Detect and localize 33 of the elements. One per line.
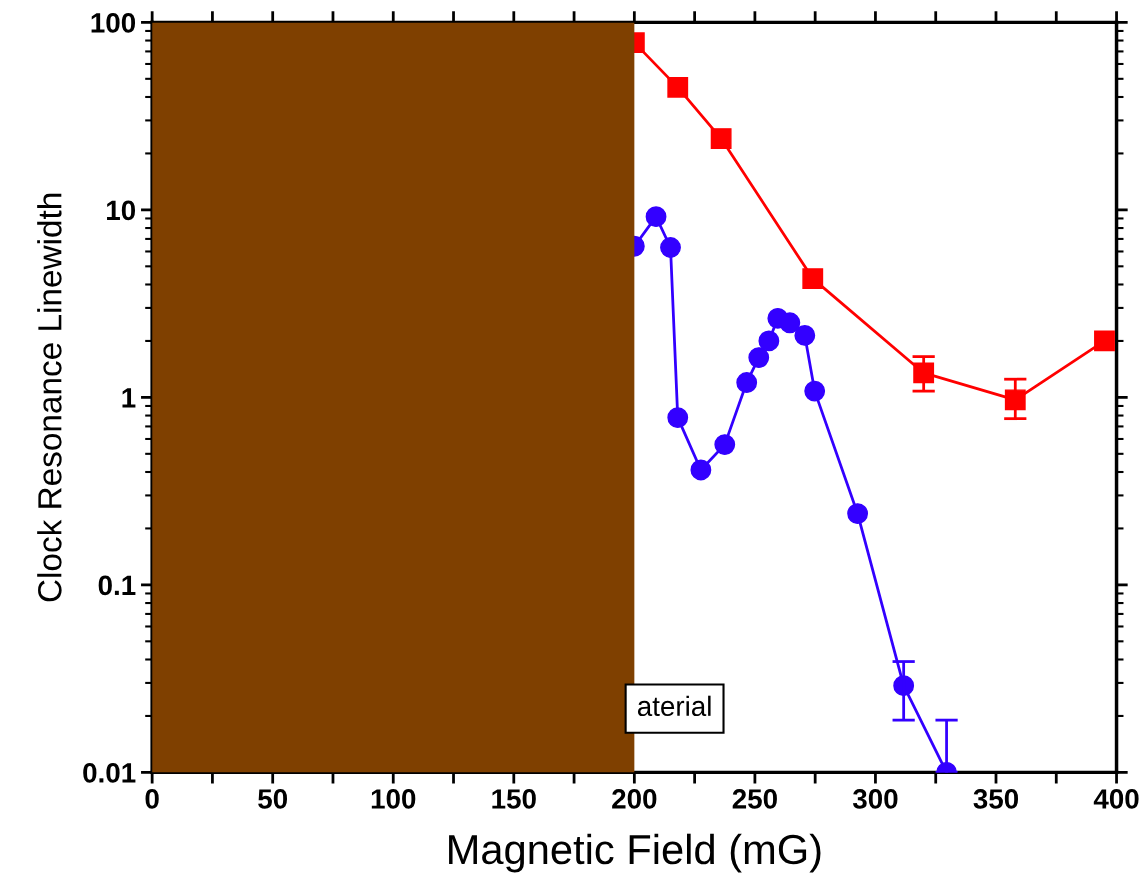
point <box>794 325 816 346</box>
y-tick-label: 0.1 <box>98 575 136 596</box>
point <box>804 380 826 402</box>
point <box>779 312 801 334</box>
point <box>758 330 780 352</box>
y-axis-title: Clock Resonance Linewidth <box>37 193 62 602</box>
point <box>714 434 736 456</box>
x-tick-label: 400 <box>1093 789 1139 809</box>
annotation: aterial <box>637 695 711 717</box>
point <box>802 268 824 290</box>
x-tick-label: 350 <box>973 789 1019 809</box>
y-tick-label: 100 <box>91 13 136 33</box>
point <box>847 503 869 525</box>
x-tick-label: 200 <box>612 789 657 809</box>
x-tick-label: 0 <box>145 789 159 809</box>
x-tick-label: 50 <box>258 789 288 809</box>
y-tick-label: 0.01 <box>83 763 136 783</box>
point <box>1094 330 1115 352</box>
x-tick-label: 150 <box>492 789 536 809</box>
point <box>690 459 712 481</box>
x-tick-label: 300 <box>852 789 898 809</box>
point <box>748 347 770 369</box>
x-tick-label: 100 <box>371 789 416 809</box>
point <box>667 76 689 98</box>
point <box>736 372 758 393</box>
point <box>660 237 681 258</box>
y-tick-label: 1 <box>122 388 136 408</box>
point <box>667 407 689 429</box>
point <box>710 128 732 150</box>
point <box>645 206 667 228</box>
x-tick-label: 250 <box>732 789 777 809</box>
y-tick-label: 10 <box>107 200 136 221</box>
x-axis-title: Magnetic Field (mG) <box>449 833 821 873</box>
